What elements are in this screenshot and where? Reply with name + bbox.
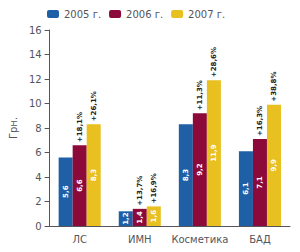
svg-text:2007 г.: 2007 г. [188, 9, 225, 20]
svg-text:+16,9%: +16,9% [150, 173, 158, 203]
svg-text:ИМН: ИМН [128, 234, 152, 245]
svg-text:+28,6%: +28,6% [210, 47, 218, 77]
svg-text:+13,7%: +13,7% [136, 176, 144, 206]
svg-text:8: 8 [35, 123, 41, 134]
svg-text:+11,3%: +11,3% [196, 80, 204, 110]
svg-text:8,3: 8,3 [90, 169, 98, 182]
svg-text:5,6: 5,6 [62, 185, 70, 198]
svg-text:Косметика: Косметика [171, 234, 228, 245]
svg-text:8,3: 8,3 [182, 169, 190, 182]
svg-text:12: 12 [29, 74, 42, 85]
svg-text:9,9: 9,9 [270, 159, 278, 172]
svg-text:+38,8%: +38,8% [270, 72, 278, 102]
svg-text:Грн.: Грн. [8, 117, 19, 139]
svg-text:0: 0 [35, 221, 41, 232]
svg-text:6,6: 6,6 [76, 179, 84, 192]
svg-text:9,2: 9,2 [196, 163, 204, 176]
svg-text:ЛС: ЛС [72, 234, 87, 245]
svg-text:БАД: БАД [249, 234, 271, 245]
svg-text:2006 г.: 2006 г. [126, 9, 163, 20]
svg-text:+26,1%: +26,1% [90, 91, 98, 121]
svg-text:1,2: 1,2 [122, 212, 130, 225]
svg-text:10: 10 [29, 98, 42, 109]
svg-text:1,6: 1,6 [150, 210, 158, 223]
svg-text:2: 2 [35, 196, 41, 207]
svg-text:2005 г.: 2005 г. [64, 9, 101, 20]
svg-text:7,1: 7,1 [256, 176, 264, 189]
svg-text:+16,3%: +16,3% [256, 106, 264, 136]
svg-text:+18,1%: +18,1% [76, 112, 84, 142]
svg-text:6,1: 6,1 [242, 182, 250, 195]
svg-text:14: 14 [29, 49, 42, 60]
svg-text:16: 16 [29, 25, 42, 36]
svg-text:1,4: 1,4 [136, 211, 144, 224]
svg-text:6: 6 [35, 147, 41, 158]
svg-text:11,9: 11,9 [210, 144, 218, 161]
svg-text:4: 4 [35, 172, 41, 183]
